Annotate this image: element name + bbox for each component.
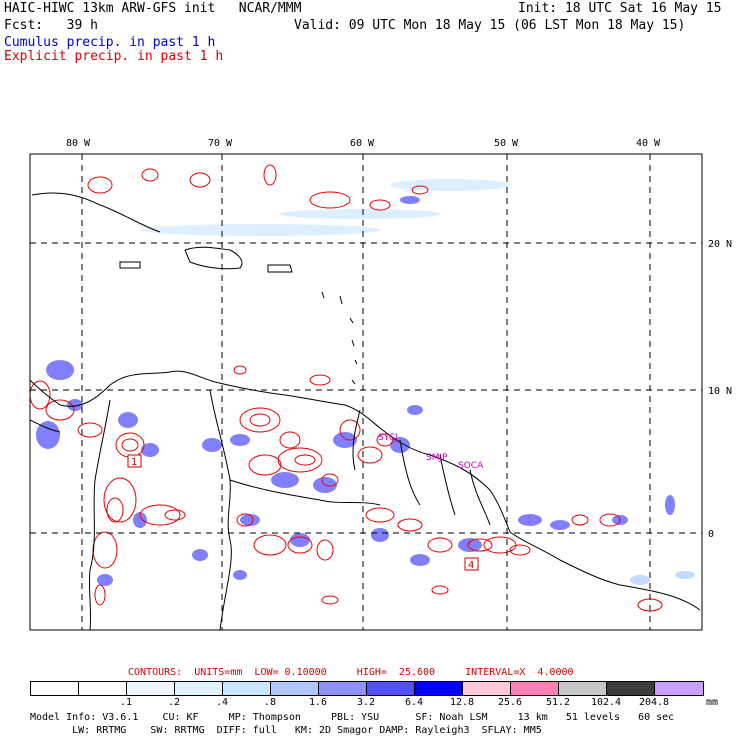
lon-label-50w: 50 W xyxy=(494,138,519,149)
model-title: HAIC-HIWC 13km ARW-GFS init NCAR/MMM xyxy=(4,1,302,16)
colorbar-tick-label: 25.6 xyxy=(497,697,523,708)
lon-label-60w: 60 W xyxy=(350,138,375,149)
colorbar-tick-label: 12.8 xyxy=(449,697,475,708)
colorbar-tick-label: 204.8 xyxy=(638,697,670,708)
colorbar-swatch xyxy=(463,682,511,695)
box-marker-1: 1 xyxy=(131,457,137,468)
lat-label-20n: 20 N xyxy=(708,239,732,250)
colorbar-swatch xyxy=(223,682,271,695)
colorbar-swatch xyxy=(271,682,319,695)
coastlines xyxy=(30,192,701,630)
precip-colorbar xyxy=(30,681,704,696)
map-content: SMJP SOCA SYCJ 1 4 xyxy=(30,154,702,630)
colorbar-swatch xyxy=(511,682,559,695)
cumulus-precip-areas xyxy=(36,179,695,586)
colorbar-swatch xyxy=(415,682,463,695)
lon-label-40w: 40 W xyxy=(636,138,661,149)
init-time: Init: 18 UTC Sat 16 May 15 xyxy=(518,1,722,16)
colorbar-tick-label: .2 xyxy=(167,697,181,708)
colorbar-swatch xyxy=(607,682,655,695)
forecast-hour: Fcst: 39 h xyxy=(4,18,98,33)
station-smjp: SMJP xyxy=(426,453,448,463)
colorbar-tick-label: 1.6 xyxy=(308,697,328,708)
colorbar-tick-label: 51.2 xyxy=(545,697,571,708)
colorbar-unit: mm xyxy=(706,697,719,708)
valid-time: Valid: 09 UTC Mon 18 May 15 (06 LST Mon … xyxy=(294,18,686,33)
colorbar-swatch xyxy=(175,682,223,695)
colorbar-swatch xyxy=(367,682,415,695)
station-soca: SOCA xyxy=(458,461,484,471)
box-marker-4: 4 xyxy=(468,560,474,571)
lon-label-70w: 70 W xyxy=(208,138,233,149)
lat-label-10n: 10 N xyxy=(708,386,732,397)
colorbar-swatch xyxy=(31,682,79,695)
lon-label-80w: 80 W xyxy=(66,138,91,149)
station-markers: SMJP SOCA SYCJ 1 4 xyxy=(127,433,484,571)
lat-lon-grid xyxy=(30,154,702,630)
colorbar-tick-label: 6.4 xyxy=(404,697,424,708)
cumulus-legend: Cumulus precip. in past 1 h xyxy=(4,35,216,50)
model-info-line2: LW: RRTMG SW: RRTMG DIFF: full KM: 2D Sm… xyxy=(30,725,542,736)
lon-labels: 80 W 70 W 60 W 50 W 40 W 20 N 10 N 0 xyxy=(66,138,732,540)
colorbar-swatch xyxy=(655,682,703,695)
explicit-legend: Explicit precip. in past 1 h xyxy=(4,49,224,64)
colorbar-tick-label: 102.4 xyxy=(590,697,622,708)
colorbar-tick-label: .4 xyxy=(215,697,229,708)
lat-label-0: 0 xyxy=(708,529,714,540)
colorbar-tick-label: .8 xyxy=(263,697,277,708)
station-sycj: SYCJ xyxy=(378,433,398,443)
map-frame xyxy=(29,153,703,631)
model-info-line1: Model Info: V3.6.1 CU: KF MP: Thompson P… xyxy=(30,712,675,723)
colorbar-tick-label: .1 xyxy=(119,697,133,708)
contours-info: CONTOURS: UNITS=mm LOW= 0.10000 HIGH= 25… xyxy=(128,667,574,678)
colorbar-swatch xyxy=(559,682,607,695)
colorbar-tick-label: 3.2 xyxy=(356,697,376,708)
colorbar-swatch xyxy=(319,682,367,695)
colorbar-swatch xyxy=(79,682,127,695)
colorbar-swatch xyxy=(127,682,175,695)
